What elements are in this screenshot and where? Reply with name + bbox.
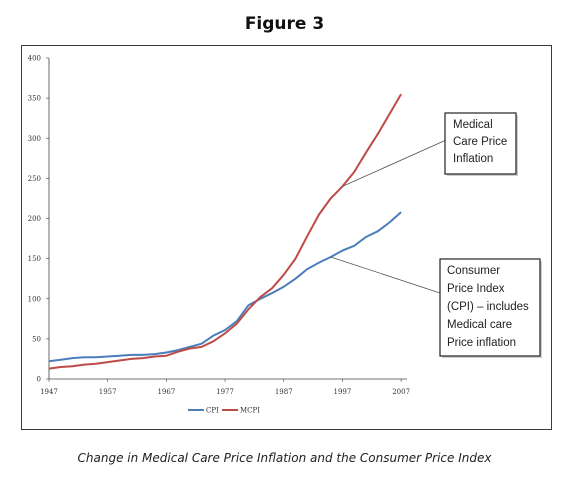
x-tick-label: 2007 (392, 388, 410, 396)
chart-frame (21, 45, 552, 430)
callout-text-line: Price Index (447, 283, 505, 295)
x-tick-label: 1977 (216, 388, 234, 396)
x-tick-label: 1947 (40, 388, 58, 396)
callout-leader-line (330, 256, 441, 294)
x-tick-label: 1987 (275, 388, 293, 396)
y-tick-label: 350 (28, 95, 41, 103)
figure-title: Figure 3 (244, 14, 325, 34)
y-tick-label: 150 (28, 255, 41, 263)
x-tick-label: 1957 (99, 388, 117, 396)
y-tick-label: 250 (28, 175, 41, 183)
callout-text-line: Medical (453, 119, 493, 131)
x-tick-label: 1967 (157, 388, 175, 396)
y-tick-label: 50 (32, 335, 41, 343)
callout-box (444, 112, 517, 175)
y-tick-label: 0 (37, 376, 41, 384)
callout-text-line: (CPI) – includes (447, 301, 529, 313)
y-tick-label: 200 (28, 215, 41, 223)
series-line-cpi (48, 211, 402, 363)
legend-label-cpi: CPI (206, 407, 219, 415)
callout-text-line: Price inflation (447, 337, 516, 349)
y-tick-label: 100 (28, 295, 41, 303)
y-tick-label: 400 (28, 55, 41, 63)
callout-text-line: Care Price (453, 136, 507, 148)
figure-caption: Change in Medical Care Price Inflation a… (77, 451, 492, 465)
callout-text-line: Inflation (453, 153, 493, 165)
y-tick-label: 300 (28, 135, 41, 143)
callout-text-line: Consumer (447, 265, 500, 277)
callout-box (439, 258, 541, 357)
callout-leader-line (342, 140, 446, 187)
series-line-mcpi (48, 93, 402, 370)
x-tick-label: 1997 (334, 388, 352, 396)
callout-text-line: Medical care (447, 319, 512, 331)
legend-label-mcpi: MCPI (240, 407, 260, 415)
